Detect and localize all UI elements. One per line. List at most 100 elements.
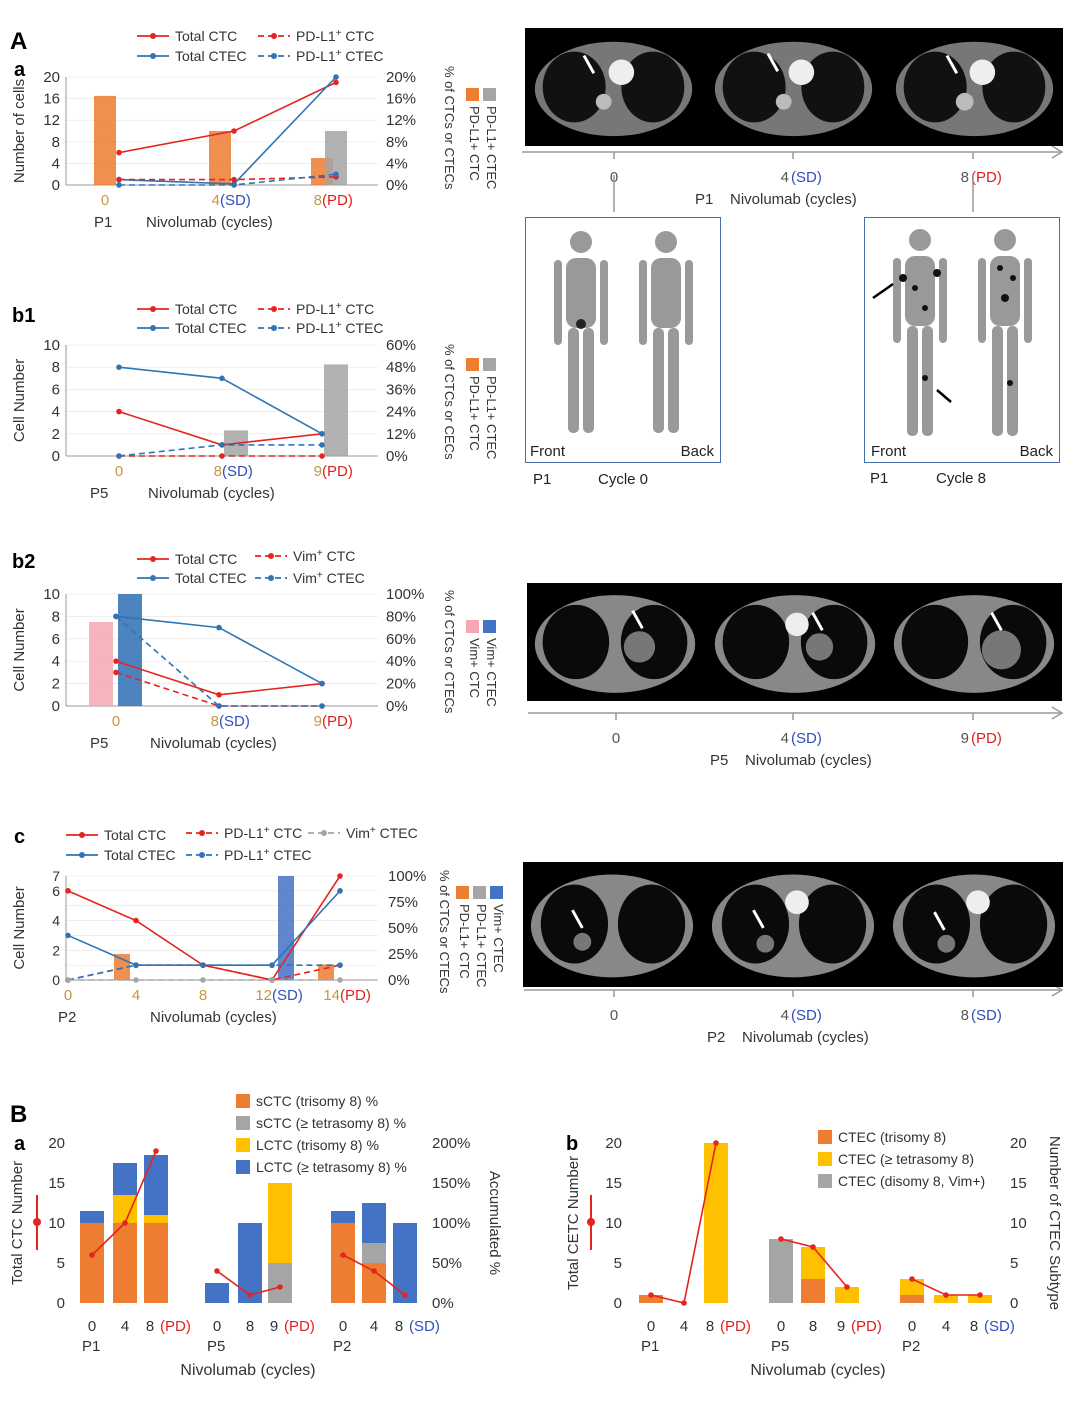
chart-b2-legend-3-label: Vim+ CTEC <box>293 570 365 587</box>
ct-timeline-p5-ticklabel-1: 4 <box>781 730 789 747</box>
chart-b1-legend-2-marker <box>271 306 277 312</box>
chart-Bb-line-2-point-2 <box>977 1292 983 1298</box>
chart-Ba-xstatus-1-2: (PD) <box>284 1318 315 1335</box>
chart-Aa-legend-2-sup: + <box>336 28 342 39</box>
chart-Ba-y2tick-4: 200% <box>432 1135 470 1152</box>
chart-Ba-xtick-2-0: 0 <box>339 1318 347 1335</box>
chart-Ba-ytick-2: 10 <box>48 1215 65 1232</box>
chart-b1-xtick-1: 8 <box>214 463 222 480</box>
chart-Aa-bar-1-2 <box>325 131 347 185</box>
chart-Bb-xtick-0-0: 0 <box>647 1318 655 1335</box>
chart-c-legend-3-label: PD-L1+ CTEC <box>224 847 312 864</box>
ct-timeline-p1-status-2: (PD) <box>971 169 1002 186</box>
chart-b1-y2tick-0: 0% <box>386 448 408 465</box>
chart-Ba-ytick-3: 15 <box>48 1175 65 1192</box>
chart-Bb-xtick-0-2: 8 <box>706 1318 714 1335</box>
chart-Aa-xtick-1: 4 <box>212 192 220 209</box>
chart-Ba-bar-0-0-3 <box>80 1211 104 1223</box>
chart-Ba-line-1-point-1 <box>247 1292 253 1298</box>
chart-Bb-bar-1-2-1 <box>835 1287 859 1303</box>
chart-Ba-xstatus-0-2: (PD) <box>160 1318 191 1335</box>
chart-Bb-xtick-2-2: 8 <box>970 1318 978 1335</box>
section-label-Bb: b <box>566 1133 578 1155</box>
chart-b2-patient: P5 <box>90 735 108 752</box>
chart-Ba-y2tick-1: 50% <box>432 1255 462 1272</box>
chart-Bb-legend-swatch-2 <box>818 1174 832 1188</box>
chart-b1-y2legend-swatch-1 <box>483 358 496 371</box>
chart-c-xtick-2: 8 <box>199 987 207 1004</box>
chart-Ba-xtick-0-0: 0 <box>88 1318 96 1335</box>
chart-b1-y2tick-4: 48% <box>386 359 416 376</box>
chart-Bb-legend-swatch-0 <box>818 1130 832 1144</box>
chart-b2-y2tick-2: 40% <box>386 653 416 670</box>
chart-Bb-bar-2-1-1 <box>934 1295 958 1303</box>
chart-b1-xtick-0: 0 <box>115 463 123 480</box>
chart-b1-line-3-point-1 <box>219 442 225 448</box>
ct-scan-p2-cycle0 <box>523 862 701 987</box>
chart-Ba-xtick-1-2: 9 <box>270 1318 278 1335</box>
chart-c-legend-4-sup: + <box>370 825 376 836</box>
chart-b1-y2tick-2: 24% <box>386 404 416 421</box>
chart-b2-ytick-0: 0 <box>52 698 60 715</box>
chart-b1-ytick-0: 0 <box>52 448 60 465</box>
chart-b2-legend-0-label: Total CTC <box>175 551 237 567</box>
ct-scan-p1-cycle0 <box>525 28 702 146</box>
chart-b2-y2legend-label-0: Vim+ CTC <box>467 638 482 698</box>
chart-Ba-bar-2-2-3 <box>393 1223 417 1303</box>
chart-b2-y2tick-4: 80% <box>386 608 416 625</box>
chart-c-y2legend-swatch-0 <box>456 886 469 899</box>
chart-Ba-line-1-point-2 <box>277 1284 283 1290</box>
chart-Ba-y2tick-3: 150% <box>432 1175 470 1192</box>
chart-Bb-y2label: Number of CTEC Subtype <box>1046 1136 1063 1310</box>
chart-Aa-ytick-3: 12 <box>43 112 60 129</box>
chart-Bb-ytick-2: 10 <box>605 1215 622 1232</box>
chart-Aa-y2tick-0: 0% <box>386 177 408 194</box>
chart-c-ytick-2: 4 <box>52 913 60 929</box>
bone-scan-cycle0: Front Back <box>525 217 721 463</box>
chart-b1-ytick-5: 10 <box>43 337 60 354</box>
chart-Aa-y2tick-2: 8% <box>386 134 408 151</box>
chart-b2-y2label: % of CTCs or CTECs <box>442 590 457 714</box>
chart-c-xtick-3: 12 <box>255 987 272 1004</box>
ct-scan-p1-cycle8 <box>886 28 1063 146</box>
chart-c-xtick-0: 0 <box>64 987 72 1004</box>
chart-b1-ylabel: Cell Number <box>11 359 28 442</box>
chart-c-legend-1-marker <box>79 852 85 858</box>
chart-c-legend-4-rest: CTEC <box>376 825 418 841</box>
chart-Aa-ytick-5: 20 <box>43 69 60 86</box>
ct-timeline-p2-ticklabel-1: 4 <box>781 1007 789 1024</box>
chart-Bb-bar-2-0-1 <box>900 1279 924 1295</box>
chart-c-xstatus-3: (SD) <box>272 987 303 1004</box>
chart-c-legend-2-label: PD-L1+ CTC <box>224 825 302 842</box>
chart-b2-line-2 <box>115 671 322 707</box>
chart-c-legend-4-label: Vim+ CTEC <box>346 825 418 842</box>
chart-c-legend-1-label: Total CTEC <box>104 847 176 863</box>
chart-Ba-bar-2-1-1 <box>362 1243 386 1263</box>
chart-Bb-legend-label-1: CTEC (≥ tetrasomy 8) <box>838 1151 974 1167</box>
chart-b2-ytick-1: 2 <box>52 676 60 693</box>
chart-Aa-line-1-point-2 <box>333 74 339 80</box>
chart-Aa-xlabel: Nivolumab (cycles) <box>146 214 273 231</box>
chart-Bb-ylabel: Total CETC Number <box>565 1156 582 1290</box>
ct-scan-p5-cycle4 <box>707 583 883 701</box>
chart-b2-line-3-point-1 <box>216 703 222 709</box>
chart-b1-y2legend-swatch-0 <box>466 358 479 371</box>
chart-b2-legend-2-rest: CTC <box>323 548 356 564</box>
chart-Aa-ytick-1: 4 <box>52 155 60 172</box>
chart-Ba-legend-label-1: sCTC (≥ tetrasomy 8) % <box>256 1115 406 1131</box>
chart-Bb-bar-0-0-0 <box>639 1295 663 1303</box>
chart-Ba-line-2-point-2 <box>402 1292 408 1298</box>
chart-Ba-group-0: P1 <box>82 1338 100 1355</box>
chart-Bb-group-2: P2 <box>902 1338 920 1355</box>
chart-Bb-group-0: P1 <box>641 1338 659 1355</box>
chart-Aa-xstatus-2: (PD) <box>322 192 353 209</box>
ct-timeline-p5-patient: P5 <box>710 752 728 769</box>
chart-Aa-ylabel: Number of cells <box>11 79 28 183</box>
chart-Ba-line-0-point-0 <box>89 1252 95 1258</box>
chart-Aa-legend-3-marker <box>271 53 277 59</box>
chart-b1-y2legend-label-0: PD-L1+ CTC <box>467 376 482 451</box>
chart-Ba-legend-swatch-1 <box>236 1116 250 1130</box>
chart-b2-y2tick-3: 60% <box>386 631 416 648</box>
chart-b1-legend-3-label: PD-L1+ CTEC <box>296 320 384 337</box>
chart-Aa-y2tick-1: 4% <box>386 155 408 172</box>
